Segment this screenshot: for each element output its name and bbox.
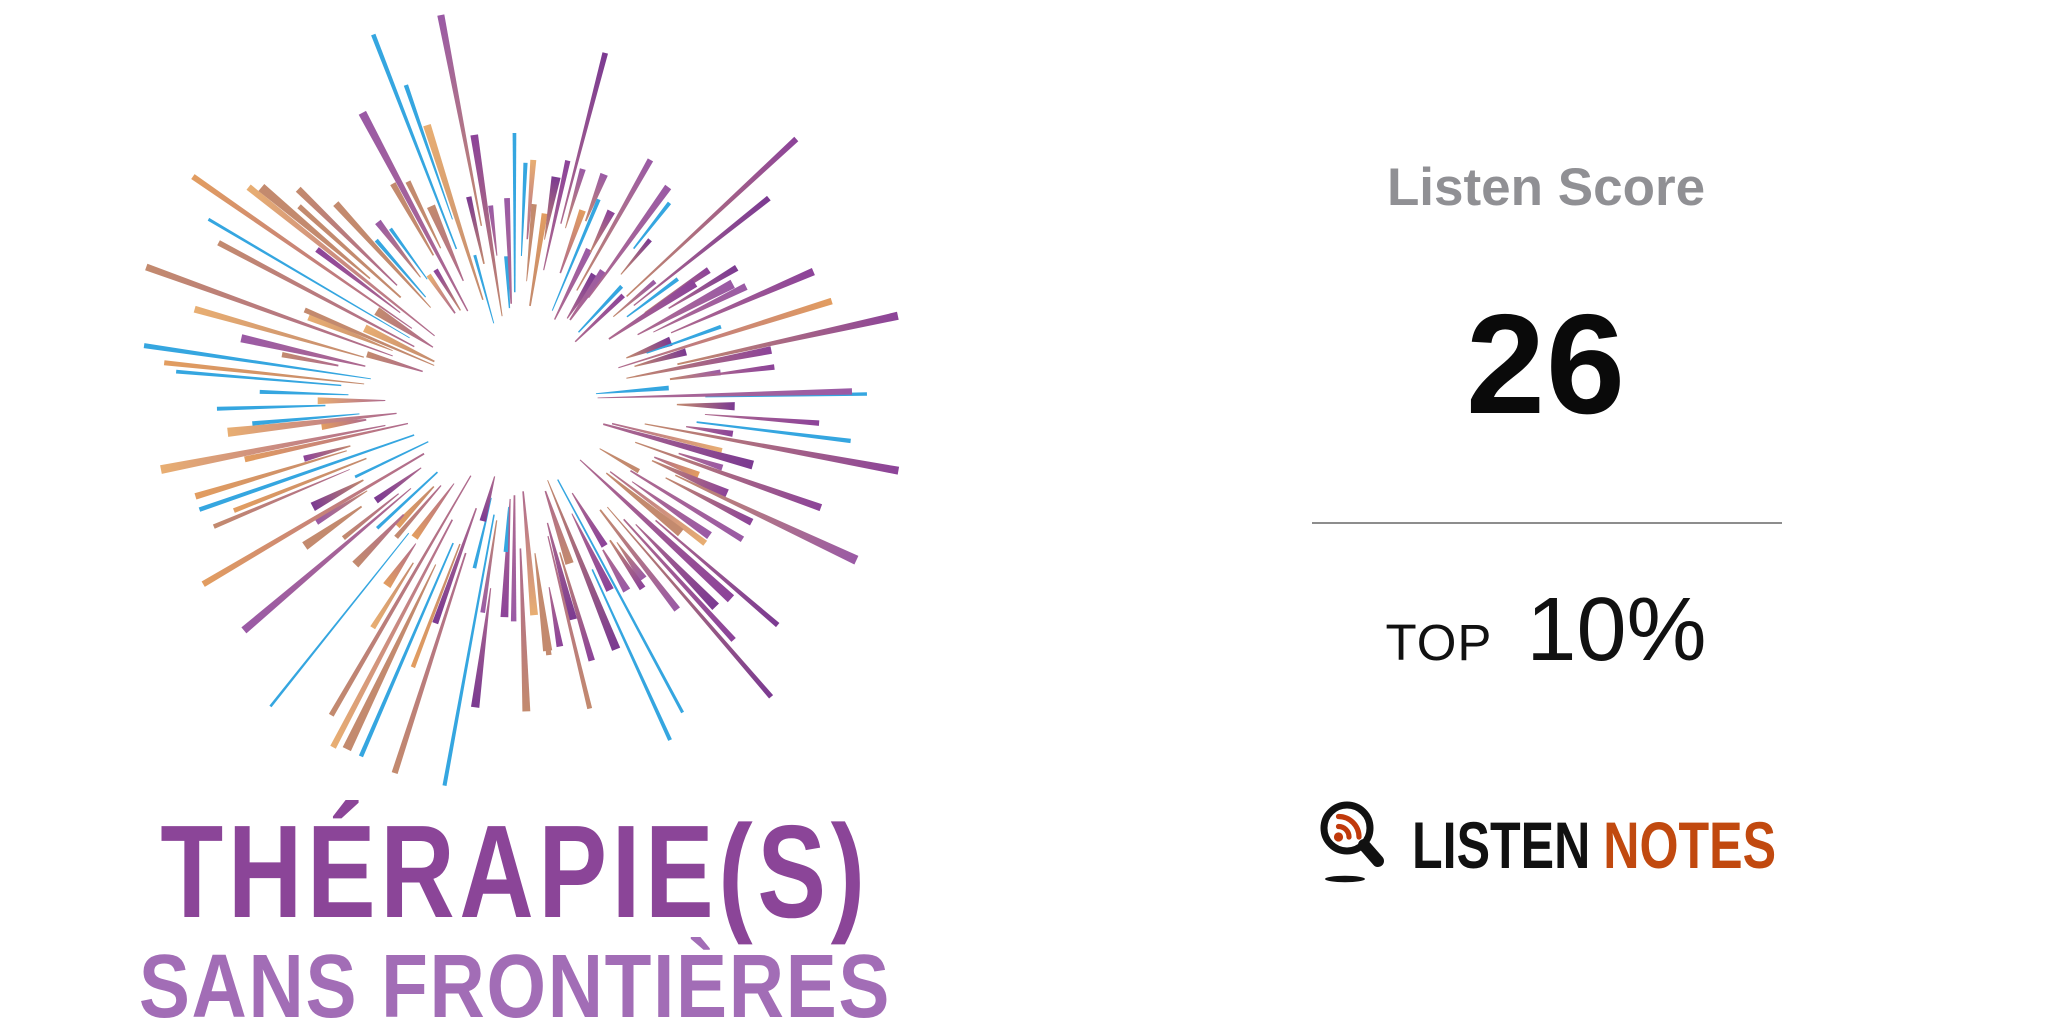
top-label: TOP	[1385, 614, 1493, 671]
top-percent-value: 10%	[1526, 580, 1707, 680]
podcast-subtitle: SANS FRONTIÈRES	[138, 937, 892, 1024]
listen-notes-logo[interactable]: LISTEN NOTES	[1318, 800, 1788, 890]
podcast-title: THÉRAPIE(S)	[160, 798, 870, 945]
starburst-logo-icon	[143, 14, 900, 786]
divider-line	[1312, 522, 1782, 524]
brand-word-notes: NOTES	[1603, 808, 1777, 882]
listen-score-label: Listen Score	[1386, 158, 1706, 217]
listen-score-value: 26	[1466, 285, 1626, 444]
brand-word-listen: LISTEN	[1412, 808, 1591, 882]
magnifier-rss-icon	[1320, 801, 1384, 883]
listen-notes-wordmark: LISTEN NOTES	[1412, 812, 1776, 878]
top-percent-row: TOP 10%	[1046, 585, 2046, 675]
